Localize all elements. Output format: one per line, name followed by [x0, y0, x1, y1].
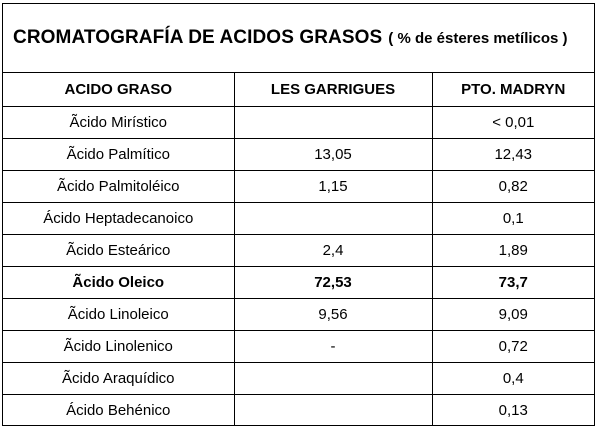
table-row: Ãcido Palmitoléico 1,15 0,82 [3, 170, 594, 203]
table-title: CROMATOGRAFÍA DE ACIDOS GRASOS ( % de és… [3, 4, 594, 73]
acid-name: Ãcido Palmítico [3, 138, 235, 171]
acid-name: Ãcido Linolenico [3, 330, 235, 363]
table-row: Ácido Heptadecanoico 0,1 [3, 202, 594, 235]
acid-name: Ãcido Linoleico [3, 298, 235, 331]
fatty-acid-table-frame: CROMATOGRAFÍA DE ACIDOS GRASOS ( % de és… [2, 3, 595, 426]
acid-name: Ãcido Mirístico [3, 106, 235, 139]
pto-madryn-value: 12,43 [431, 138, 594, 171]
acid-name: Ãcido Palmitoléico [3, 170, 235, 203]
title-main: CROMATOGRAFÍA DE ACIDOS GRASOS [13, 27, 383, 48]
fatty-acid-table: ACIDO GRASO LES GARRIGUES PTO. MADRYN Ãc… [3, 73, 594, 426]
acid-name: Ãcido Esteárico [3, 234, 235, 267]
les-garrigues-value: 72,53 [233, 266, 433, 299]
table-row: Ãcido Mirístico < 0,01 [3, 106, 594, 139]
les-garrigues-value [233, 394, 433, 426]
les-garrigues-value [233, 362, 433, 395]
les-garrigues-value [233, 202, 433, 235]
table-row: Ãcido Palmítico 13,05 12,43 [3, 138, 594, 171]
header-les-garrigues: LES GARRIGUES [233, 73, 433, 107]
title-subtitle: ( % de ésteres metílicos ) [388, 29, 568, 47]
table-row: Ãcido Linoleico 9,56 9,09 [3, 298, 594, 331]
pto-madryn-value: 0,82 [431, 170, 594, 203]
header-pto-madryn: PTO. MADRYN [431, 73, 594, 107]
acid-name: Ãcido Oleico [3, 266, 235, 299]
table-row: Ãcido Esteárico 2,4 1,89 [3, 234, 594, 267]
pto-madryn-value: 1,89 [431, 234, 594, 267]
table-row: Ãcido Araquídico 0,4 [3, 362, 594, 395]
acid-name: Ácido Heptadecanoico [3, 202, 235, 235]
pto-madryn-value: 0,4 [431, 362, 594, 395]
les-garrigues-value: - [233, 330, 433, 363]
table-row: Ácido Behénico 0,13 [3, 394, 594, 426]
acid-name: Ácido Behénico [3, 394, 235, 426]
les-garrigues-value [233, 106, 433, 139]
les-garrigues-value: 1,15 [233, 170, 433, 203]
les-garrigues-value: 9,56 [233, 298, 433, 331]
pto-madryn-value: 0,72 [431, 330, 594, 363]
pto-madryn-value: 0,13 [431, 394, 594, 426]
table-row: Ãcido Linolenico - 0,72 [3, 330, 594, 363]
pto-madryn-value: 73,7 [431, 266, 594, 299]
header-row: ACIDO GRASO LES GARRIGUES PTO. MADRYN [3, 73, 594, 107]
table-row-highlighted: Ãcido Oleico 72,53 73,7 [3, 266, 594, 299]
les-garrigues-value: 2,4 [233, 234, 433, 267]
pto-madryn-value: 0,1 [431, 202, 594, 235]
pto-madryn-value: < 0,01 [431, 106, 594, 139]
acid-name: Ãcido Araquídico [3, 362, 235, 395]
les-garrigues-value: 13,05 [233, 138, 433, 171]
header-acid: ACIDO GRASO [3, 73, 235, 107]
pto-madryn-value: 9,09 [431, 298, 594, 331]
